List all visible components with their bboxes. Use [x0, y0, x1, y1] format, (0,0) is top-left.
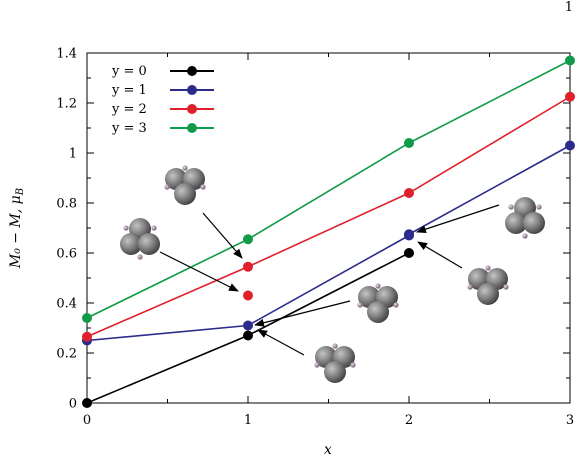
x-tick-label: 3 [566, 413, 574, 428]
legend-label: y = 3 [111, 121, 147, 136]
axis-ticks [86, 52, 571, 404]
legend: y = 0 y = 1 y = 2 y = 3 [111, 64, 214, 136]
y-tick-label: 0.4 [56, 297, 77, 312]
y-tick-label: 0.2 [56, 347, 77, 362]
y-tick-label: 1.2 [56, 97, 77, 112]
x-axis-label: x [324, 442, 332, 458]
tetramer-cluster-icon [357, 283, 399, 323]
annotation-arrow [202, 212, 243, 259]
legend-item-y2: y = 2 [111, 102, 214, 117]
cluster-annotation-5 [416, 197, 545, 239]
data-point-series-0 [243, 330, 253, 341]
annotation-arrow [254, 300, 351, 327]
series-line-3 [86, 59, 571, 319]
data-point-series-2 [82, 331, 92, 342]
annotation-arrow [257, 329, 305, 356]
cluster-annotation-4 [257, 329, 356, 383]
legend-marker [187, 85, 197, 95]
tetramer-cluster-icon [467, 265, 509, 305]
legend-marker [187, 104, 197, 114]
series-points [82, 55, 575, 408]
legend-item-y3: y = 3 [111, 121, 214, 136]
data-point-series-3 [404, 138, 414, 148]
data-point-series-0 [82, 398, 92, 408]
data-point-series-3 [243, 234, 253, 245]
legend-marker [187, 66, 197, 76]
tetramer-cluster-icon [505, 197, 545, 239]
legend-label: y = 0 [111, 64, 147, 79]
cluster-annotation-6 [417, 241, 509, 305]
cluster-annotation-2 [120, 218, 239, 292]
y-axis-label: M₀ − M, μB [8, 188, 26, 269]
legend-label: y = 1 [111, 83, 147, 98]
data-point-series-1 [404, 229, 414, 240]
data-point-series-3 [565, 55, 575, 66]
annotation-arrow [417, 241, 463, 269]
y-tick-label: 1 [69, 147, 77, 162]
annotation-arrow [416, 204, 500, 233]
legend-marker [187, 123, 197, 133]
data-point-series-2 [565, 91, 575, 102]
annotations [120, 165, 545, 383]
legend-item-y1: y = 1 [111, 83, 214, 98]
data-point-series-2-isolated [243, 290, 253, 301]
tetramer-cluster-icon [164, 165, 206, 205]
legend-item-y0: y = 0 [111, 64, 214, 79]
tetramer-cluster-icon [120, 218, 160, 260]
data-point-series-1 [565, 140, 575, 151]
y-tick-label: 0.8 [56, 197, 77, 212]
x-tick-label: 2 [405, 413, 413, 428]
x-tick-label: 1 [244, 413, 252, 428]
cluster-annotation-3 [254, 283, 399, 327]
data-point-series-3 [82, 313, 92, 323]
page-number: 1 [564, 0, 573, 15]
data-point-series-1 [243, 320, 253, 331]
tick-labels: 0 1 2 3 0 0.2 0.4 0.6 0.8 1 1.2 1.4 [56, 47, 574, 429]
data-point-series-2 [243, 261, 253, 272]
y-tick-label: 1.4 [56, 47, 77, 62]
data-point-series-0 [404, 248, 414, 258]
legend-label: y = 2 [111, 102, 147, 117]
series-line-2 [86, 96, 571, 338]
data-point-series-2 [404, 188, 414, 198]
y-tick-label: 0.6 [56, 247, 77, 262]
annotation-arrow [159, 251, 239, 292]
tetramer-cluster-icon [314, 343, 356, 383]
x-tick-label: 0 [83, 413, 91, 428]
cluster-annotation-1 [164, 165, 243, 259]
y-tick-label: 0 [69, 397, 77, 412]
